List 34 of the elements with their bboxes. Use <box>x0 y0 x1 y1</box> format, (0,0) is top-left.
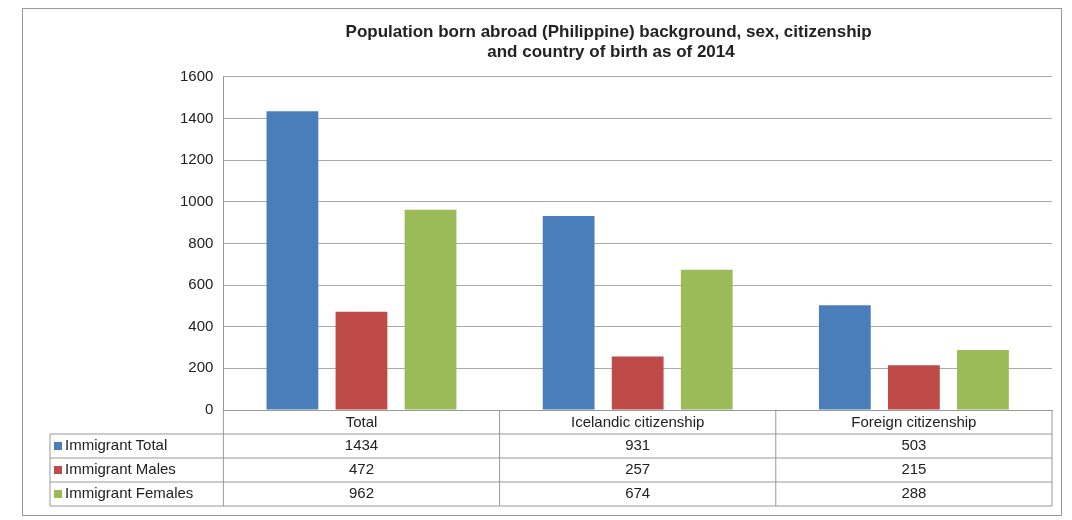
y-tick-label: 800 <box>188 233 214 251</box>
y-tick-label: 1000 <box>179 191 214 209</box>
y-tick-label: 0 <box>205 400 214 418</box>
legend-label: Immigrant Total <box>65 436 168 454</box>
data-label: 215 <box>901 460 927 478</box>
chart-title: Population born abroad (Philippine) background, sex, citizenship and country of birth as of 2014 <box>345 21 877 62</box>
data-label: 472 <box>348 460 374 478</box>
bar <box>818 305 871 410</box>
bar <box>611 356 664 410</box>
data-label: 1434 <box>344 436 379 454</box>
y-tick-label: 1200 <box>179 150 214 168</box>
data-label: 288 <box>901 484 927 502</box>
data-label: 962 <box>348 484 374 502</box>
data-label: 257 <box>625 460 651 478</box>
data-label: 674 <box>625 484 651 502</box>
bar <box>335 311 388 410</box>
bar <box>542 216 595 410</box>
y-tick-label: 400 <box>188 316 214 334</box>
y-tick-label: 600 <box>188 275 214 293</box>
data-label: 931 <box>625 436 651 454</box>
bar <box>266 111 319 410</box>
bar <box>957 350 1009 410</box>
y-tick-label: 200 <box>188 358 214 376</box>
x-tick-label: Total <box>345 413 378 431</box>
x-tick-label: Foreign citizenship <box>851 413 977 431</box>
y-tick-label: 1400 <box>179 108 214 126</box>
data-label: 503 <box>901 436 927 454</box>
y-tick-label: 1600 <box>179 66 214 84</box>
x-tick-label: Icelandic citizenship <box>570 413 705 431</box>
legend-label: Immigrant Males <box>65 460 176 478</box>
bar <box>680 269 733 410</box>
bar <box>404 209 457 410</box>
bar <box>888 365 940 410</box>
legend-label: Immigrant Females <box>65 484 194 502</box>
